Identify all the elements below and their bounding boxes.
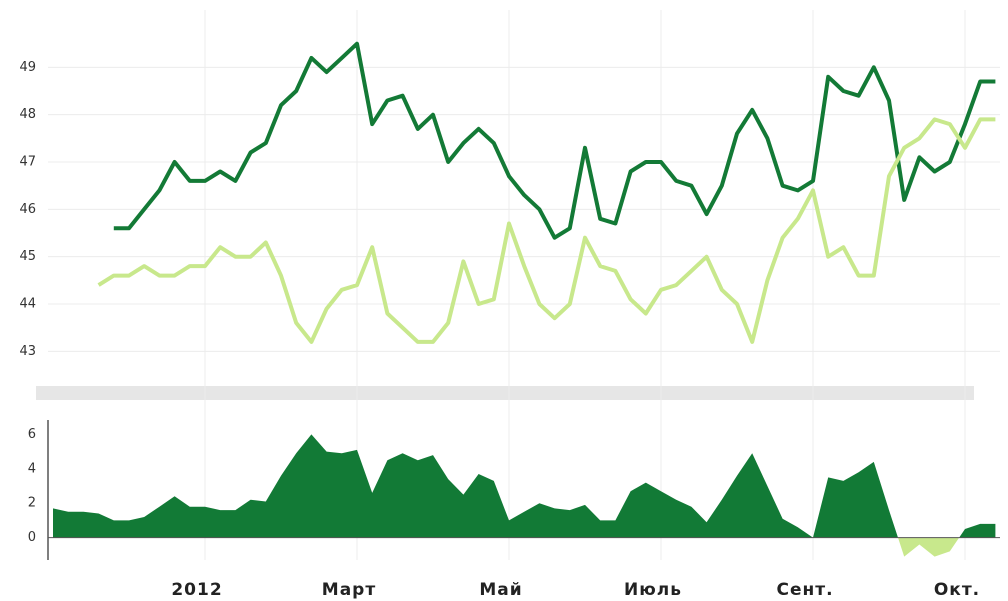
y-tick-label: 6	[28, 427, 36, 442]
line-series	[97, 117, 996, 344]
y-tick-label: 46	[19, 202, 36, 217]
y-tick-label: 44	[19, 297, 36, 312]
line-series	[113, 41, 996, 240]
y-tick-label: 43	[19, 344, 36, 359]
x-tick-label: Май	[479, 580, 522, 600]
y-tick-label: 4	[28, 461, 36, 476]
y-tick-label: 47	[19, 155, 36, 170]
y-tick-label: 48	[19, 107, 36, 122]
y-tick-label: 0	[28, 530, 36, 545]
y-tick-label: 45	[19, 249, 36, 264]
panel-divider	[36, 386, 974, 400]
area-negative	[898, 537, 960, 557]
y-tick-label: 49	[19, 60, 36, 75]
x-tick-label: 2012	[171, 580, 222, 600]
x-tick-label: Сент.	[776, 580, 833, 600]
x-tick-label: Март	[322, 580, 376, 600]
x-tick-label: Окт.	[934, 580, 980, 600]
y-tick-label: 2	[28, 496, 36, 511]
x-tick-label: Июль	[624, 580, 682, 600]
area-positive	[53, 434, 996, 538]
